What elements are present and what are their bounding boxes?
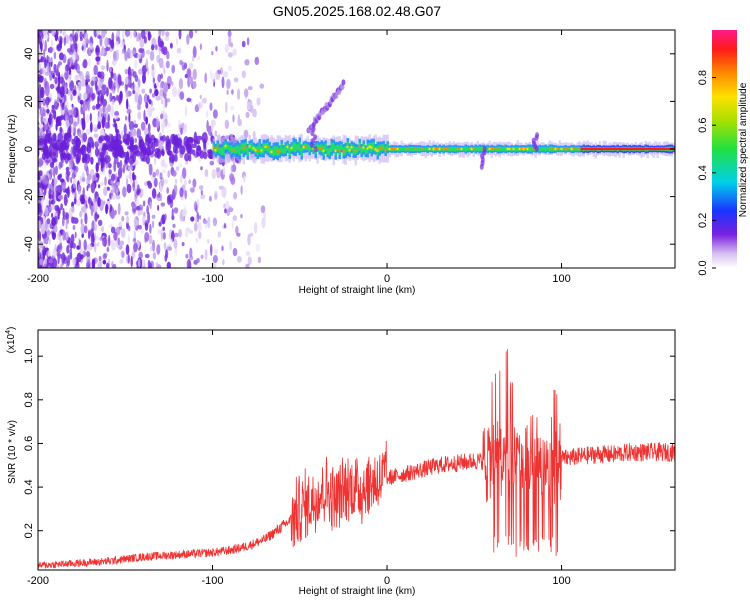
y-tick-label: 20 (23, 95, 35, 107)
snr-series-line (38, 349, 675, 569)
spectrogram-heatmap (38, 30, 675, 268)
snr-y-axis-label: SNR (10 * v/v) (7, 420, 18, 484)
snr-y-ticks: 0.2 0.4 0.6 0.8 1.0 (23, 349, 675, 538)
y-tick-label: 0.6 (23, 436, 35, 451)
snr-scale-factor: (x104) (5, 327, 17, 354)
y-tick-label: -40 (23, 236, 35, 252)
spectrogram-x-ticks: -200 -100 0 100 (27, 30, 571, 285)
spectrogram-y-axis-label: Frequency (Hz) (7, 115, 18, 184)
x-tick-label: -200 (27, 575, 49, 587)
x-tick-label: 0 (384, 575, 390, 587)
figure-title: GN05.2025.168.02.48.G07 (273, 3, 441, 19)
x-tick-label: 100 (552, 575, 570, 587)
colorbar-tick-label: 0.8 (697, 70, 709, 85)
spectrogram-y-ticks: -40 -20 0 20 40 (23, 48, 675, 252)
colorbar-tick-label: 0.6 (697, 118, 709, 133)
colorbar-label: Normalized spectral amplitude (738, 82, 749, 217)
y-tick-label: 40 (23, 48, 35, 60)
spectrogram-x-axis-label: Height of straight line (km) (299, 285, 416, 296)
snr-panel: -200 -100 0 100 0.2 0.4 0.6 0.8 1.0 (x104) SNR … (5, 327, 676, 597)
x-tick-label: 0 (384, 273, 390, 285)
x-tick-label: -100 (202, 575, 224, 587)
y-tick-label: 0.2 (23, 523, 35, 538)
x-tick-label: -200 (27, 273, 49, 285)
y-tick-label: 0 (23, 146, 35, 152)
colorbar-tick-label: 0.2 (697, 213, 709, 228)
x-tick-label: -100 (202, 273, 224, 285)
x-tick-label: 100 (552, 273, 570, 285)
y-tick-label: -20 (23, 189, 35, 205)
colorbar-gradient (712, 30, 737, 268)
y-tick-label: 0.8 (23, 392, 35, 407)
colorbar-tick-label: 0.0 (697, 260, 709, 275)
y-tick-label: 0.4 (23, 479, 35, 494)
colorbar: 0.0 0.2 0.4 0.6 0.8 Normalized spectral ampl… (697, 30, 749, 276)
colorbar-tick-label: 0.4 (697, 165, 709, 180)
snr-frame (37, 329, 676, 571)
snr-x-ticks: -200 -100 0 100 (27, 330, 571, 587)
colorbar-ticks: 0.0 0.2 0.4 0.6 0.8 (697, 70, 716, 276)
snr-x-axis-label: Height of straight line (km) (299, 586, 416, 597)
y-tick-label: 1.0 (23, 349, 35, 364)
